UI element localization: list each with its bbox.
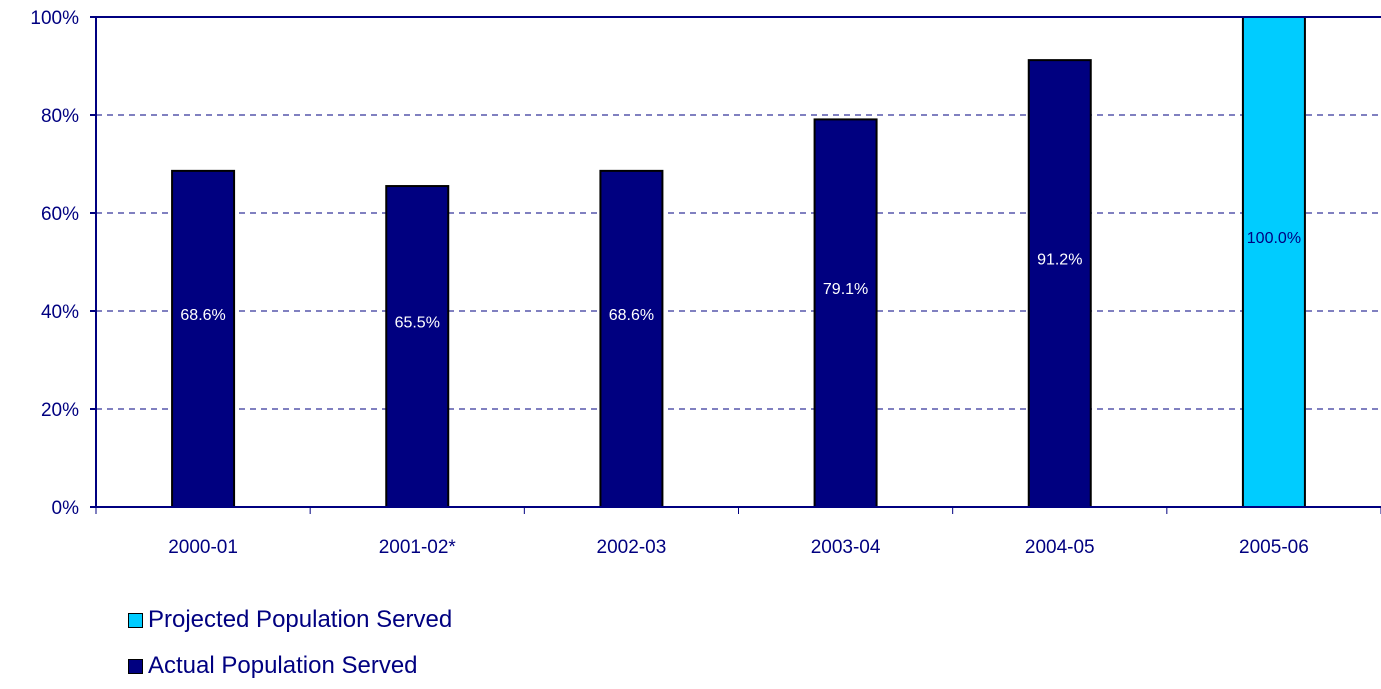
labels: 0% 20% 40% 60% 80% 100% 68.6% 2000-01 65.5% 2001-… <box>30 8 1308 558</box>
x-tick-label: 2005-06 <box>1239 537 1309 558</box>
data-label: 79.1% <box>823 281 868 298</box>
y-tick-label: 0% <box>52 498 80 519</box>
data-label: 68.6% <box>180 307 225 324</box>
data-label: 100.0% <box>1247 230 1301 247</box>
legend-swatch-projected <box>128 612 143 628</box>
x-tick-label: 2004-05 <box>1025 537 1095 558</box>
bar-chart: 0% 20% 40% 60% 80% 100% 68.6% 2000-01 65.5% 2001-… <box>30 8 1381 558</box>
y-tick-label: 20% <box>41 400 79 421</box>
axes <box>90 16 1381 514</box>
y-tick-label: 80% <box>41 106 79 127</box>
y-tick-label: 100% <box>30 8 79 29</box>
bar <box>1027 59 1092 509</box>
x-tick-label: 2002-03 <box>597 537 667 558</box>
x-tick-label: 2003-04 <box>811 537 881 558</box>
data-label: 68.6% <box>609 307 654 324</box>
data-label: 65.5% <box>395 315 440 332</box>
bar <box>813 118 878 508</box>
bar <box>599 169 664 509</box>
bar <box>1241 16 1306 508</box>
bar <box>171 169 236 509</box>
data-label: 91.2% <box>1037 252 1082 269</box>
bar <box>385 185 450 509</box>
legend-swatch-actual <box>128 658 143 674</box>
y-tick-label: 40% <box>41 302 79 323</box>
legend-label-projected: Projected Population Served <box>148 606 453 633</box>
bars <box>171 16 1306 509</box>
legend: Projected Population Served Actual Popul… <box>128 597 452 689</box>
legend-label-actual: Actual Population Served <box>148 652 418 679</box>
x-tick-label: 2000-01 <box>168 537 238 558</box>
legend-item-actual: Actual Population Served <box>128 643 452 689</box>
gridlines <box>96 114 1381 410</box>
x-tick-label: 2001-02* <box>379 537 457 558</box>
y-tick-label: 60% <box>41 204 79 225</box>
legend-item-projected: Projected Population Served <box>128 597 452 643</box>
